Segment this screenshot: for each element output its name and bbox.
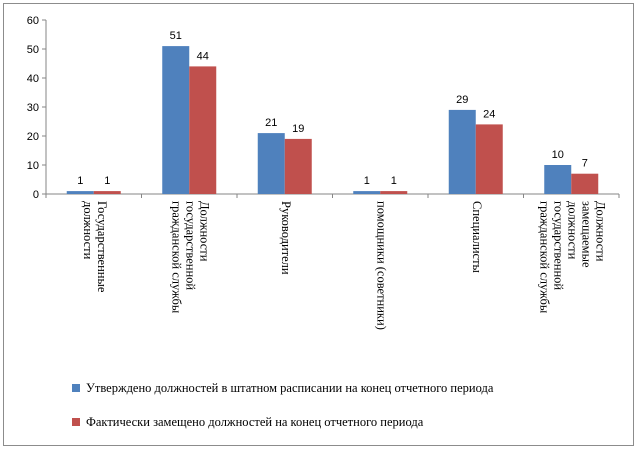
data-label: 1 bbox=[364, 175, 370, 187]
bar-series-2 bbox=[93, 191, 121, 194]
bar-series-1 bbox=[162, 46, 190, 194]
data-label: 21 bbox=[265, 117, 277, 129]
bar-series-1 bbox=[353, 191, 381, 194]
bar-series-2 bbox=[380, 191, 408, 194]
y-tick-label: 60 bbox=[27, 15, 39, 27]
bar-series-2 bbox=[475, 124, 503, 194]
bar-series-1 bbox=[257, 133, 285, 194]
x-category-label: Специалисты bbox=[470, 201, 484, 274]
legend-label-series-1: Утверждено должностей в штатном расписан… bbox=[86, 381, 494, 395]
bar-series-1 bbox=[448, 109, 476, 194]
bar-series-2 bbox=[571, 173, 599, 194]
x-category-label: Руководители bbox=[279, 201, 293, 275]
legend-swatch-series-2 bbox=[72, 418, 80, 426]
x-category-label-line: должности bbox=[565, 201, 579, 260]
x-category-label-line: Должности bbox=[593, 201, 607, 262]
x-category-label-line: Специалисты bbox=[470, 201, 484, 274]
x-category-label: Должностизамещаемыедолжностигосударствен… bbox=[537, 201, 607, 314]
data-label: 29 bbox=[456, 94, 468, 106]
y-tick-label: 30 bbox=[27, 102, 39, 114]
x-category-label: помощники (советники) bbox=[374, 201, 388, 330]
data-label: 19 bbox=[292, 123, 304, 135]
y-tick-label: 10 bbox=[27, 160, 39, 172]
x-category-label-line: государственной bbox=[183, 201, 197, 290]
data-label: 44 bbox=[197, 50, 209, 62]
data-label: 7 bbox=[582, 158, 588, 170]
y-tick-label: 0 bbox=[33, 189, 39, 201]
x-category-label-line: замещаемые bbox=[579, 201, 593, 268]
bar-series-2 bbox=[189, 66, 217, 194]
y-tick-label: 40 bbox=[27, 73, 39, 85]
x-category-label-line: гражданской службы bbox=[537, 201, 551, 314]
data-label: 24 bbox=[483, 108, 495, 120]
x-category-label-line: гражданской службы bbox=[169, 201, 183, 314]
bar-series-1 bbox=[544, 165, 572, 194]
y-tick-label: 20 bbox=[27, 131, 39, 143]
legend-label-series-2: Фактически замещено должностей на конец … bbox=[86, 415, 424, 429]
x-category-label-line: государственной bbox=[551, 201, 565, 290]
data-label: 51 bbox=[170, 30, 182, 42]
data-label: 1 bbox=[104, 175, 110, 187]
x-category-label-line: должности bbox=[81, 201, 95, 260]
x-category-label-line: помощники (советники) bbox=[374, 201, 388, 330]
chart-border bbox=[3, 3, 634, 446]
bar-series-1 bbox=[66, 191, 94, 194]
data-label: 1 bbox=[77, 175, 83, 187]
x-category-label-line: Должности bbox=[197, 201, 211, 262]
bar-series-2 bbox=[284, 138, 312, 194]
legend-swatch-series-1 bbox=[72, 384, 80, 392]
y-tick-label: 50 bbox=[27, 44, 39, 56]
data-label: 1 bbox=[391, 175, 397, 187]
x-category-label-line: Руководители bbox=[279, 201, 293, 275]
x-category-label-line: Государственные bbox=[95, 201, 109, 293]
data-label: 10 bbox=[552, 149, 564, 161]
